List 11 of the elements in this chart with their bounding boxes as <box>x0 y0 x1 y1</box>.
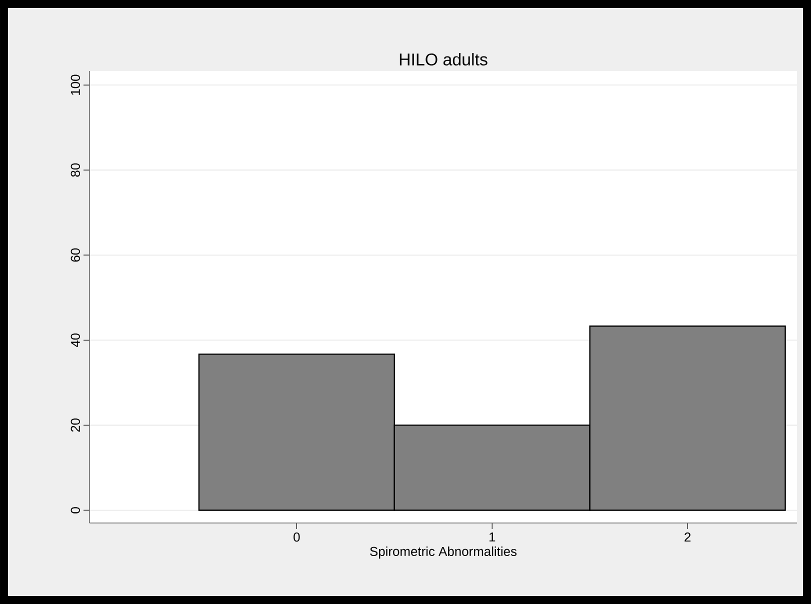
x-tick-label: 2 <box>684 532 691 542</box>
y-tick-label: 20 <box>70 418 80 432</box>
x-axis-title: Spirometric Abnormalities <box>370 546 517 559</box>
y-tick-label: 40 <box>70 333 80 348</box>
y-tick-label: 60 <box>70 248 80 262</box>
y-tick-label: 0 <box>70 507 80 514</box>
x-tick-label: 1 <box>490 532 496 542</box>
x-tick-label: 0 <box>294 532 300 542</box>
chart-title: HILO adults <box>400 53 488 66</box>
y-tick-label: 80 <box>70 163 80 177</box>
y-tick-label: 100 <box>70 74 80 95</box>
